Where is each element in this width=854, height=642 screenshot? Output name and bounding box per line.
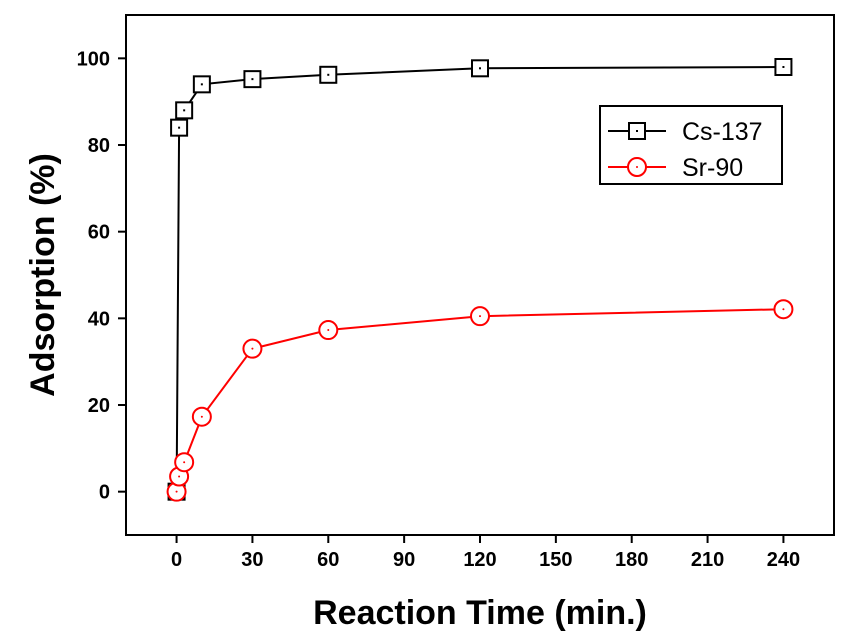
data-point-center [782, 308, 785, 311]
x-tick-label: 210 [691, 549, 724, 571]
legend-label: Sr-90 [682, 154, 743, 182]
x-axis-title: Reaction Time (min.) [313, 594, 647, 632]
y-axis-title: Adsorption (%) [24, 153, 62, 397]
data-point-center [175, 490, 178, 493]
x-tick-label: 240 [767, 549, 800, 571]
y-tick-label: 20 [88, 395, 110, 417]
x-tick-label: 150 [539, 549, 572, 571]
series-line [175, 308, 784, 492]
y-tick-label: 60 [88, 222, 110, 244]
x-tick-label: 120 [463, 549, 496, 571]
y-tick-label: 100 [77, 48, 110, 70]
data-point-center [479, 315, 481, 318]
data-point-center [636, 166, 638, 168]
plot-frame [125, 14, 835, 536]
data-point-center [636, 130, 638, 132]
y-tick-label: 40 [88, 308, 110, 330]
data-point-center [327, 329, 330, 332]
data-point-center [200, 83, 203, 86]
x-tick-label: 90 [393, 549, 415, 571]
x-tick-label: 180 [615, 549, 648, 571]
series-sr-90 [166, 299, 794, 502]
data-point-center [251, 347, 254, 350]
data-point-center [782, 66, 785, 68]
data-point-center [479, 67, 481, 70]
x-tick-label: 30 [241, 549, 263, 571]
data-point-center [183, 109, 186, 112]
x-tick-label: 0 [171, 549, 182, 571]
legend-label: Cs-137 [682, 118, 763, 146]
data-point-center [200, 415, 203, 418]
legend: Cs-137 Sr-90 [599, 105, 783, 185]
y-tick-label: 0 [99, 482, 110, 504]
data-point-center [178, 475, 181, 478]
data-point-center [327, 73, 330, 76]
series-group [166, 58, 794, 502]
data-point-center [183, 461, 186, 464]
data-point-center [251, 78, 254, 81]
data-point-center [178, 126, 181, 129]
axis-ticks: 0 30 60 90 120 150 180 210 240 0 20 40 60 80 100 [77, 48, 800, 571]
y-tick-label: 80 [88, 135, 110, 157]
x-tick-label: 60 [317, 549, 339, 571]
